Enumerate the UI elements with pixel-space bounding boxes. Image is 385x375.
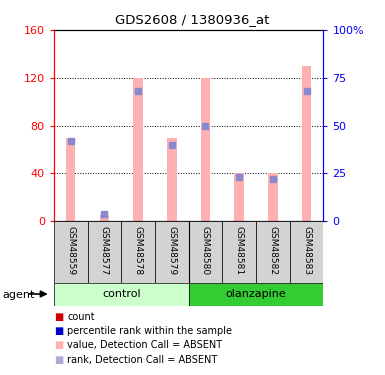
FancyBboxPatch shape bbox=[88, 221, 121, 283]
Text: GSM48579: GSM48579 bbox=[167, 226, 176, 275]
Bar bbox=[302, 66, 311, 221]
Bar bbox=[234, 173, 244, 221]
FancyBboxPatch shape bbox=[155, 221, 189, 283]
Text: percentile rank within the sample: percentile rank within the sample bbox=[67, 326, 233, 336]
Bar bbox=[268, 173, 278, 221]
Text: GSM48583: GSM48583 bbox=[302, 226, 311, 275]
FancyBboxPatch shape bbox=[54, 221, 88, 283]
Text: rank, Detection Call = ABSENT: rank, Detection Call = ABSENT bbox=[67, 355, 218, 364]
Text: agent: agent bbox=[2, 290, 34, 300]
Text: olanzapine: olanzapine bbox=[226, 290, 286, 299]
Text: count: count bbox=[67, 312, 95, 322]
Bar bbox=[201, 78, 210, 221]
Text: GSM48559: GSM48559 bbox=[66, 226, 75, 275]
FancyBboxPatch shape bbox=[189, 283, 323, 306]
Text: GSM48580: GSM48580 bbox=[201, 226, 210, 275]
Text: ■: ■ bbox=[54, 312, 63, 322]
Text: ■: ■ bbox=[54, 326, 63, 336]
FancyBboxPatch shape bbox=[256, 221, 290, 283]
Text: GSM48577: GSM48577 bbox=[100, 226, 109, 275]
Text: ■: ■ bbox=[54, 355, 63, 364]
Text: GSM48582: GSM48582 bbox=[268, 226, 277, 275]
Text: value, Detection Call = ABSENT: value, Detection Call = ABSENT bbox=[67, 340, 223, 350]
Text: GDS2608 / 1380936_at: GDS2608 / 1380936_at bbox=[116, 13, 270, 26]
Bar bbox=[167, 138, 176, 221]
Bar bbox=[66, 138, 75, 221]
Bar bbox=[134, 78, 143, 221]
FancyBboxPatch shape bbox=[189, 221, 223, 283]
FancyBboxPatch shape bbox=[121, 221, 155, 283]
Text: ■: ■ bbox=[54, 340, 63, 350]
Text: GSM48578: GSM48578 bbox=[134, 226, 142, 275]
FancyBboxPatch shape bbox=[223, 221, 256, 283]
FancyBboxPatch shape bbox=[290, 221, 323, 283]
Text: GSM48581: GSM48581 bbox=[235, 226, 244, 275]
Text: control: control bbox=[102, 290, 141, 299]
FancyBboxPatch shape bbox=[54, 283, 189, 306]
Bar bbox=[100, 215, 109, 221]
